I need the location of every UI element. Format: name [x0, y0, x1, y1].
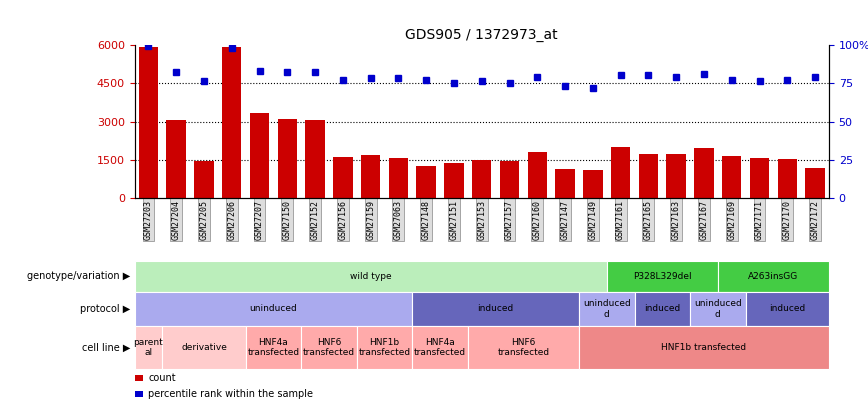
- Bar: [579, 326, 829, 369]
- Bar: [635, 292, 690, 326]
- Text: uninduced
d: uninduced d: [694, 299, 742, 318]
- Bar: [750, 158, 769, 198]
- Bar: [607, 261, 718, 292]
- Text: percentile rank within the sample: percentile rank within the sample: [148, 389, 313, 399]
- Bar: [694, 149, 713, 198]
- Text: HNF6
transfected: HNF6 transfected: [303, 338, 355, 357]
- Bar: [667, 153, 686, 198]
- Bar: [690, 292, 746, 326]
- Text: derivative: derivative: [181, 343, 227, 352]
- Bar: [301, 326, 357, 369]
- Bar: [333, 158, 352, 198]
- Bar: [806, 168, 825, 198]
- Text: parent
al: parent al: [134, 338, 163, 357]
- Text: protocol ▶: protocol ▶: [80, 304, 130, 314]
- Text: HNF6
transfected: HNF6 transfected: [497, 338, 549, 357]
- Bar: [250, 113, 269, 198]
- Bar: [246, 326, 301, 369]
- Bar: [389, 158, 408, 198]
- Bar: [746, 292, 829, 326]
- Bar: [412, 292, 579, 326]
- Bar: [278, 119, 297, 198]
- Bar: [135, 326, 162, 369]
- Text: uninduced: uninduced: [249, 304, 298, 313]
- Title: GDS905 / 1372973_at: GDS905 / 1372973_at: [405, 28, 558, 42]
- Bar: [556, 169, 575, 198]
- Text: induced: induced: [769, 304, 806, 313]
- Bar: [718, 261, 829, 292]
- Text: P328L329del: P328L329del: [633, 272, 692, 281]
- Bar: [135, 261, 607, 292]
- Bar: [357, 326, 412, 369]
- Text: HNF4a
transfected: HNF4a transfected: [414, 338, 466, 357]
- Text: HNF1b transfected: HNF1b transfected: [661, 343, 746, 352]
- Bar: [222, 47, 241, 198]
- Bar: [528, 152, 547, 198]
- Text: induced: induced: [644, 304, 681, 313]
- Bar: [778, 159, 797, 198]
- Bar: [417, 166, 436, 198]
- Bar: [361, 155, 380, 198]
- Bar: [135, 391, 143, 397]
- Bar: [500, 161, 519, 198]
- Bar: [306, 120, 325, 198]
- Text: A263insGG: A263insGG: [748, 272, 799, 281]
- Bar: [583, 170, 602, 198]
- Text: HNF4a
transfected: HNF4a transfected: [247, 338, 299, 357]
- Bar: [139, 47, 158, 198]
- Bar: [472, 160, 491, 198]
- Text: count: count: [148, 373, 176, 383]
- Bar: [135, 375, 143, 381]
- Bar: [412, 326, 468, 369]
- Text: induced: induced: [477, 304, 514, 313]
- Text: uninduced
d: uninduced d: [582, 299, 631, 318]
- Bar: [468, 326, 579, 369]
- Text: cell line ▶: cell line ▶: [82, 342, 130, 352]
- Bar: [135, 292, 412, 326]
- Bar: [722, 156, 741, 198]
- Bar: [194, 161, 214, 198]
- Bar: [444, 162, 464, 198]
- Text: wild type: wild type: [350, 272, 391, 281]
- Text: genotype/variation ▶: genotype/variation ▶: [27, 271, 130, 281]
- Text: HNF1b
transfected: HNF1b transfected: [358, 338, 411, 357]
- Bar: [639, 153, 658, 198]
- Bar: [611, 147, 630, 198]
- Bar: [579, 292, 635, 326]
- Bar: [167, 120, 186, 198]
- Bar: [162, 326, 246, 369]
